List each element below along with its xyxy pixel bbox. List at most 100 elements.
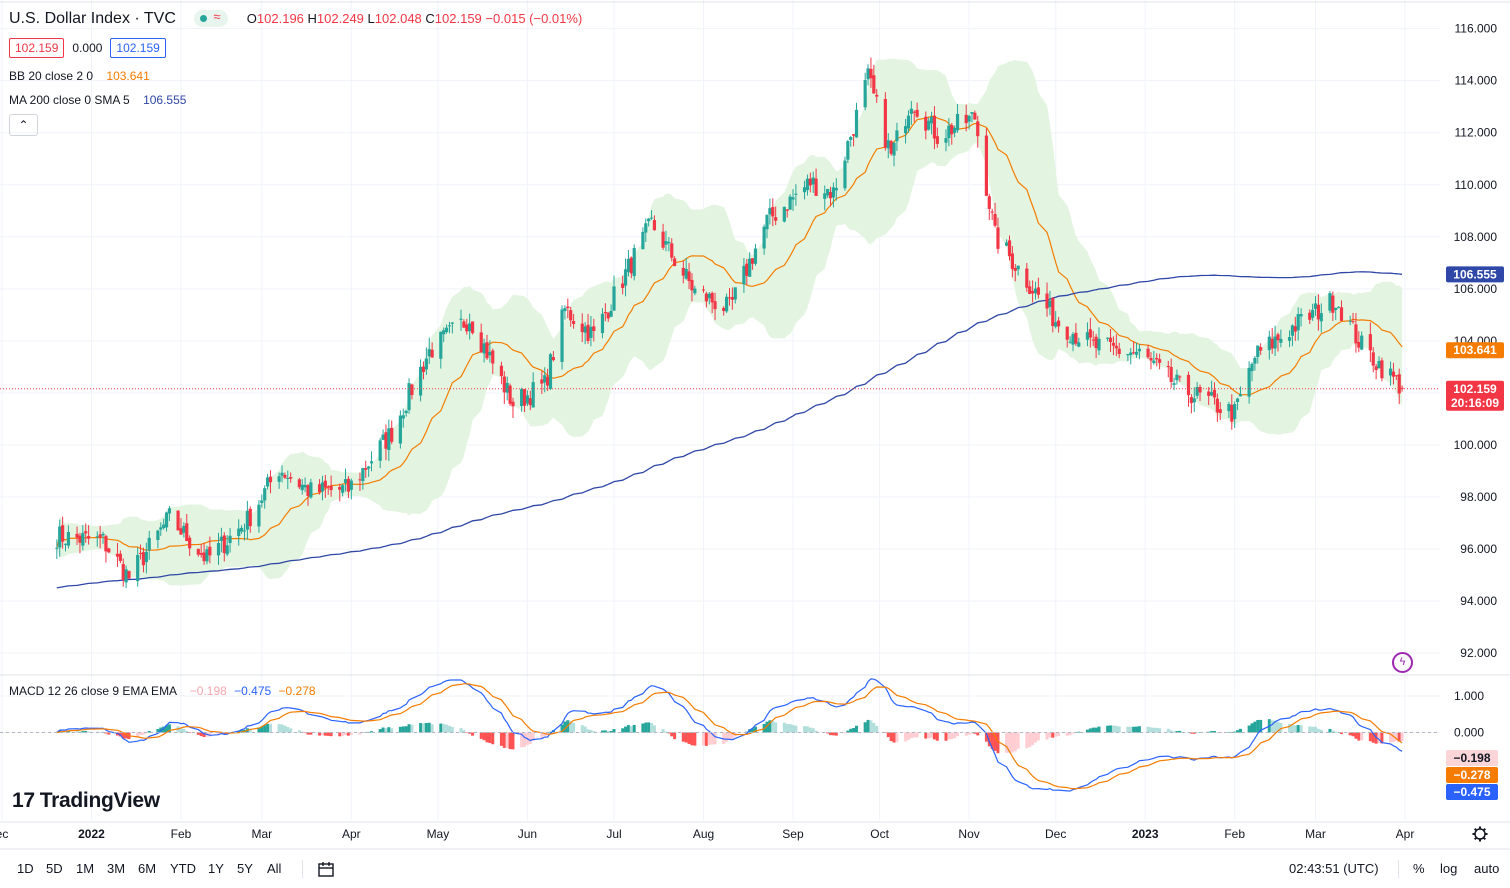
candle-body [771,207,775,217]
macd-hist-bar [64,731,68,733]
timeframe-1m[interactable]: 1M [76,861,95,876]
candle-body [58,526,62,548]
candle-body [889,141,893,154]
candle-body [162,524,166,529]
macd-hist-bar [932,732,936,740]
timeframe-ytd[interactable]: YTD [170,861,196,876]
current-price-tag-text: 20:16:09 [1451,396,1499,410]
candle-body [1007,240,1012,257]
timeframe-3m[interactable]: 3M [107,861,126,876]
candle-body [176,510,180,531]
candle-body [1085,332,1090,340]
candle-body [502,376,506,393]
ma-legend[interactable]: MA 200 close 0 SMA 5 106.555 [9,93,186,107]
low-value: 102.048 [374,11,422,26]
macd-hist-bar [684,732,688,743]
candle-body [349,480,353,490]
sell-price-button[interactable]: 102.159 [9,38,65,58]
candle-body [687,271,691,282]
candle-body [629,257,633,274]
buy-price-button[interactable]: 102.159 [110,38,166,58]
macd-hist-bar [488,732,492,743]
timeframe-5d[interactable]: 5D [46,861,63,876]
macd-hist-bar [378,729,382,733]
macd-hist-bar [1048,732,1052,738]
timeframe-5y[interactable]: 5Y [237,861,253,876]
candle-body [1227,404,1231,412]
macd-hist-bar [814,730,818,733]
candle-body [1212,389,1217,398]
macd-hist-bar [1311,726,1315,733]
macd-hist-bar [165,725,169,733]
settings-gear-icon[interactable] [1472,826,1488,842]
tradingview-logo[interactable]: 17 TradingView [12,789,160,813]
symbol-title[interactable]: U.S. Dollar Index · TVC [9,10,176,27]
collapse-legend-button[interactable]: ⌃ [9,114,38,136]
timeframe-1y[interactable]: 1Y [208,861,224,876]
macd-hist-bar [964,732,968,736]
candle-body [1259,347,1263,351]
toolbar-divider-right [1398,860,1399,878]
close-value: 102.159 [434,11,482,26]
candle-body [580,323,584,333]
auto-scale-toggle[interactable]: auto [1474,861,1500,876]
timeframe-1d[interactable]: 1D [17,861,34,876]
macd-hist-bar [240,730,244,733]
candle-body [1129,352,1133,356]
macd-hist-bar [1178,730,1182,733]
candle-body [444,327,449,333]
macd-hist-bar [563,721,567,733]
macd-hist-bar [1368,732,1372,742]
macd-hist-bar [222,732,226,735]
log-scale-toggle[interactable]: log [1440,861,1458,876]
lightning-icon[interactable]: ϟ [1392,652,1413,673]
utc-clock[interactable]: 02:43:51 (UTC) [1289,861,1379,876]
timeframe-6m[interactable]: 6M [138,861,157,876]
time-tick-label: Apr [1396,827,1415,841]
macd-hist-bar [886,732,890,738]
candle-body [404,410,408,414]
candle-body [470,321,475,334]
candle-body [641,231,645,250]
candle-body [906,115,911,129]
candle-body [909,108,913,114]
market-status-pill[interactable]: ≈ [194,9,229,28]
macd-hist-bar [1146,726,1150,733]
bb-legend[interactable]: BB 20 close 2 0 103.641 [9,69,150,83]
macd-hist-bar [580,725,584,733]
candle-body [121,563,125,581]
candle-body [323,480,327,488]
candle-body [95,536,99,538]
candle-body [976,121,980,137]
macd-hist-bar [947,732,951,740]
macd-hist-bar [592,731,596,733]
macd-hist-bar [904,732,908,742]
percent-scale-toggle[interactable]: % [1413,861,1425,876]
macd-hist-bar [442,723,446,733]
candle-body [182,525,186,533]
gear-tooth [1482,836,1487,841]
macd-hist-bar [569,721,573,733]
price-tick-label: 98.000 [1460,490,1497,504]
ma-price-tag-text: 106.555 [1453,267,1497,281]
macd-hist-bar [1394,732,1398,742]
macd-hist-bar [182,728,186,733]
macd-hist-bar [629,726,633,733]
timeframe-all[interactable]: All [267,861,282,876]
candle-body [932,115,937,139]
macd-hist-bar [1158,728,1162,733]
candle-body [912,111,916,113]
date-range-icon[interactable] [317,860,335,878]
high-key: H [307,11,317,26]
macd-legend[interactable]: MACD 12 26 close 9 EMA EMA −0.198 −0.475… [9,684,316,698]
macd-hist-bar [1172,731,1176,733]
candle-body [387,428,391,450]
time-tick-label: Jun [518,827,537,841]
macd-hist-bar [976,732,980,736]
candle-body [673,258,677,267]
macd-hist-bar [462,730,466,733]
macd-hist-bar [906,732,910,740]
candle-body [78,535,82,543]
macd-hist-bar [912,732,916,738]
